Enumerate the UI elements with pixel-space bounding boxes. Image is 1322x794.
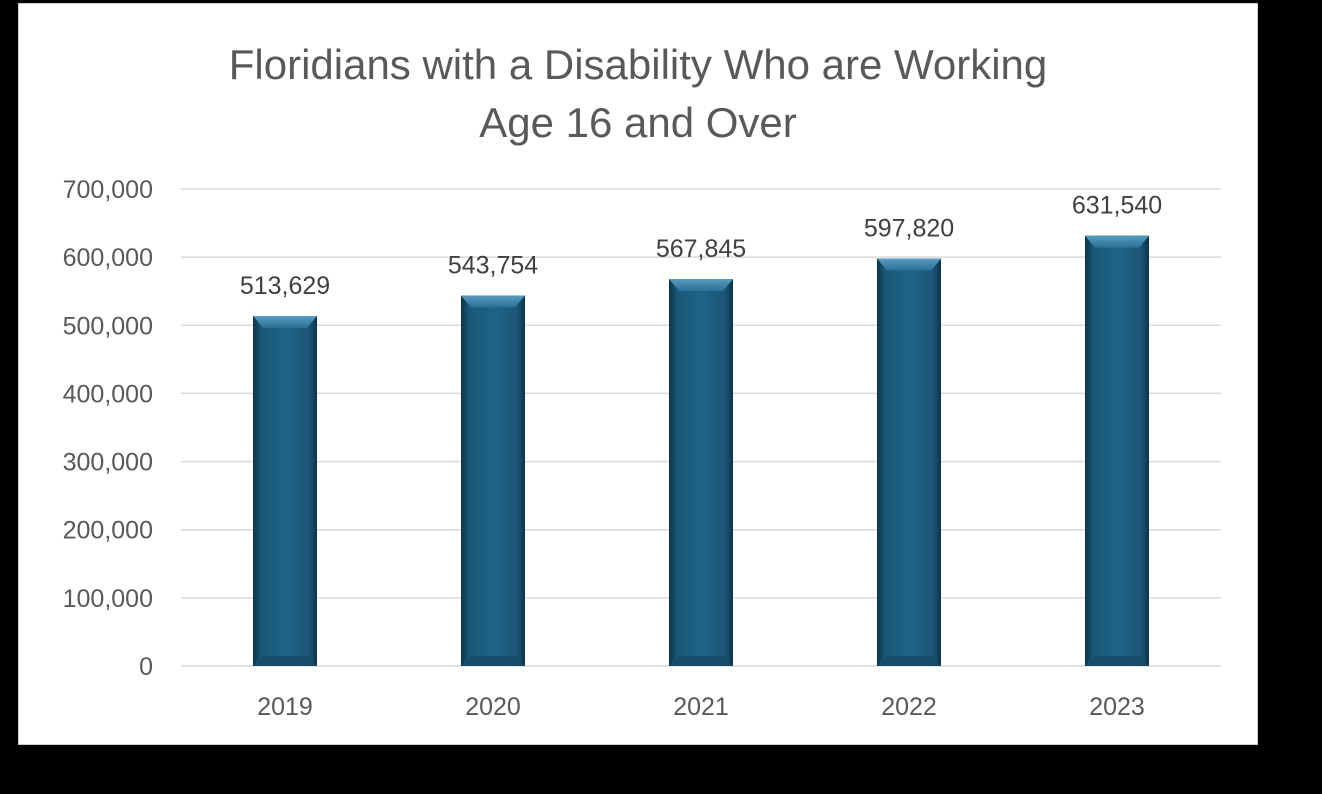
bar-bevel-bottom <box>461 656 525 666</box>
chart-frame: Floridians with a Disability Who are Wor… <box>18 3 1258 745</box>
bar-bevel-bottom <box>877 656 941 666</box>
y-tick-label: 100,000 <box>63 585 153 613</box>
chart-title: Floridians with a Disability Who are Wor… <box>19 36 1257 152</box>
data-label: 631,540 <box>1072 192 1162 220</box>
x-axis: 2019 2020 2021 2022 2023 <box>257 693 1145 721</box>
x-tick-label: 2020 <box>465 693 521 721</box>
y-tick-label: 0 <box>139 653 153 681</box>
data-label: 543,754 <box>448 251 538 279</box>
data-label: 513,629 <box>240 272 330 300</box>
bar-body <box>461 295 525 666</box>
bar-body <box>877 258 941 666</box>
bar-bevel <box>669 279 733 292</box>
bar-bevel-bottom <box>1085 656 1149 666</box>
chart-title-line-2: Age 16 and Over <box>479 99 797 146</box>
y-tick-label: 500,000 <box>63 312 153 340</box>
y-tick-label: 700,000 <box>63 176 153 204</box>
bar-body <box>253 315 317 666</box>
x-tick-label: 2023 <box>1089 693 1145 721</box>
data-label: 567,845 <box>656 235 746 263</box>
data-label: 597,820 <box>864 215 954 243</box>
y-tick-label: 200,000 <box>63 517 153 545</box>
bar-2022 <box>877 258 941 666</box>
bar-bevel <box>1085 235 1149 248</box>
bar-bevel <box>253 315 317 328</box>
bar-2021 <box>669 279 733 666</box>
bar-bevel <box>461 295 525 308</box>
bar-body <box>669 279 733 666</box>
chart-title-line-1: Floridians with a Disability Who are Wor… <box>228 41 1048 88</box>
y-axis: 0 100,000 200,000 300,000 400,000 500,000 600,… <box>63 176 153 681</box>
bar-bevel-bottom <box>669 656 733 666</box>
bar-2020 <box>461 295 525 666</box>
bar-2023 <box>1085 235 1149 666</box>
y-tick-label: 400,000 <box>63 380 153 408</box>
x-tick-label: 2021 <box>673 693 729 721</box>
y-tick-label: 600,000 <box>63 244 153 272</box>
bar-body <box>1085 235 1149 666</box>
bar-bevel-bottom <box>253 656 317 666</box>
bars: 513,629 543,754 567,845 597,820 631,540 <box>240 192 1162 666</box>
bar-bevel <box>877 258 941 271</box>
x-tick-label: 2022 <box>881 693 937 721</box>
x-tick-label: 2019 <box>257 693 313 721</box>
bar-2019 <box>253 315 317 666</box>
y-tick-label: 300,000 <box>63 449 153 477</box>
chart-plot: 0 100,000 200,000 300,000 400,000 500,000 600,… <box>63 176 1221 721</box>
